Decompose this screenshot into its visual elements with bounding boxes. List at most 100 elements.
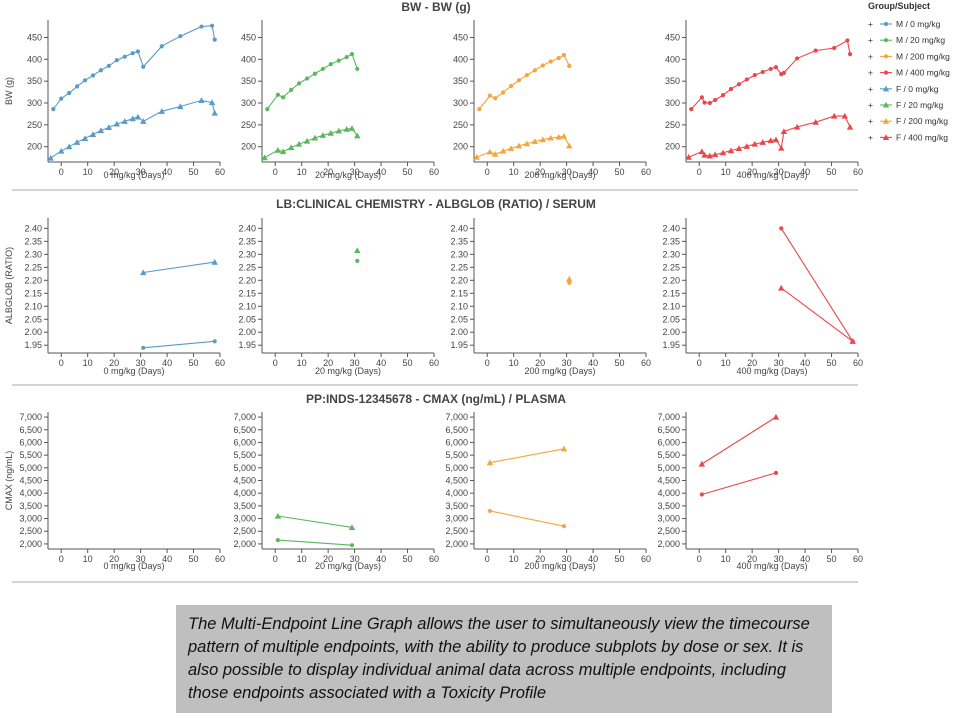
legend-label: F / 200 mg/kg — [896, 116, 948, 126]
data-point-m — [281, 95, 286, 100]
x-tick-label: 20 — [535, 358, 545, 368]
y-tick-label: 4,500 — [233, 476, 256, 486]
data-point-f — [560, 445, 568, 452]
expand-icon: + — [868, 84, 873, 94]
y-tick-label: 400 — [453, 54, 468, 64]
data-point-f — [539, 136, 546, 143]
y-tick-label: 2.05 — [24, 314, 42, 324]
legend-item[interactable]: + M / 20 mg/kg — [868, 35, 945, 45]
y-tick-label: 2.15 — [662, 288, 680, 298]
x-tick-label: 50 — [403, 167, 413, 177]
x-tick-label: 10 — [721, 167, 731, 177]
x-tick-label: 30 — [774, 554, 784, 564]
y-tick-label: 7,000 — [445, 412, 468, 422]
data-point-f — [701, 151, 708, 158]
y-tick-label: 2.40 — [238, 223, 256, 233]
data-point-f — [743, 143, 751, 149]
series-line-f — [701, 416, 777, 465]
x-tick-label: 60 — [429, 358, 439, 368]
series-line-f — [143, 261, 215, 274]
data-point-m — [487, 508, 492, 514]
data-point-m — [760, 69, 765, 75]
x-tick-label: 0 — [59, 358, 64, 368]
y-tick-label: 2.30 — [662, 249, 680, 259]
legend-item[interactable]: + F / 200 mg/kg — [868, 116, 948, 126]
data-point-f — [780, 128, 788, 134]
data-point-f — [279, 148, 287, 155]
data-point-m — [90, 73, 96, 78]
series-line-m — [780, 228, 854, 342]
x-tick-label: 10 — [83, 167, 93, 177]
x-tick-label: 50 — [827, 554, 837, 564]
data-point-f — [515, 142, 523, 149]
legend-item[interactable]: + F / 20 mg/kg — [868, 100, 944, 110]
y-tick-label: 450 — [27, 32, 42, 42]
y-tick-label: 2.00 — [24, 327, 42, 337]
legend-item[interactable]: + M / 0 mg/kg — [868, 19, 941, 29]
panel-2: 200 250 300 350 400 450 0 10 20 30 40 50 60 20 mg/kg … — [241, 20, 439, 180]
series-line-m — [489, 510, 565, 527]
x-tick-label: 50 — [827, 167, 837, 177]
y-tick-label: 2.10 — [238, 301, 256, 311]
y-tick-label: 2.35 — [662, 236, 680, 246]
y-tick-label: 300 — [241, 98, 256, 108]
x-tick-label: 40 — [588, 358, 598, 368]
x-tick-label: 30 — [562, 554, 572, 564]
data-point-m — [713, 97, 718, 103]
x-tick-label: 40 — [588, 167, 598, 177]
y-tick-label: 2,500 — [233, 526, 256, 536]
x-tick-label: 50 — [189, 358, 199, 368]
data-point-f — [560, 133, 568, 139]
y-tick-label: 2.40 — [662, 223, 680, 233]
data-point-m — [106, 63, 111, 68]
y-tick-label: 3,000 — [233, 514, 256, 524]
data-point-f — [767, 137, 774, 144]
caption-box: The Multi-Endpoint Line Graph allows the… — [176, 605, 832, 713]
legend-item[interactable]: + F / 0 mg/kg — [868, 84, 939, 94]
y-tick-label: 3,500 — [233, 501, 256, 511]
x-tick-label: 40 — [376, 358, 386, 368]
y-tick-label: 2.20 — [238, 275, 256, 285]
data-point-f — [772, 413, 780, 420]
x-tick-label: 40 — [376, 167, 386, 177]
y-tick-label: 2,500 — [19, 526, 42, 536]
x-tick-label: 30 — [136, 554, 146, 564]
data-point-m — [699, 95, 704, 100]
data-point-f — [486, 459, 494, 466]
x-tick-label: 40 — [162, 554, 172, 564]
legend-label: M / 20 mg/kg — [896, 35, 945, 45]
data-point-m — [832, 45, 837, 51]
legend-item[interactable]: + F / 400 mg/kg — [868, 132, 948, 142]
series-line-m — [52, 25, 216, 110]
data-point-m — [355, 258, 360, 263]
y-tick-label: 2.40 — [24, 223, 42, 233]
x-tick-label: 20 — [323, 554, 333, 564]
x-tick-label: 0 — [273, 358, 278, 368]
data-point-f — [486, 148, 494, 155]
y-tick-label: 1.95 — [24, 340, 42, 350]
y-tick-label: 450 — [665, 32, 680, 42]
row-title: BW - BW (g) — [401, 0, 470, 14]
data-point-m — [122, 54, 127, 59]
x-axis-label: 400 mg/kg (Days) — [736, 170, 807, 180]
legend-title: Group/Subject — [868, 1, 930, 11]
data-point-f — [841, 112, 848, 119]
x-axis-label: 200 mg/kg (Days) — [524, 366, 595, 376]
data-point-f — [274, 147, 282, 153]
data-point-m — [320, 66, 325, 72]
y-tick-label: 3,500 — [19, 501, 42, 511]
y-tick-label: 2.25 — [662, 262, 680, 272]
x-tick-label: 0 — [697, 554, 702, 564]
data-point-m — [516, 78, 522, 83]
x-tick-label: 40 — [376, 554, 386, 564]
legend-item[interactable]: + M / 200 mg/kg — [868, 51, 950, 61]
legend-item[interactable]: + M / 400 mg/kg — [868, 68, 950, 78]
y-tick-label: 3,000 — [445, 514, 468, 524]
data-point-f — [566, 142, 573, 149]
legend-label: F / 400 mg/kg — [896, 132, 948, 142]
y-tick-label: 3,500 — [445, 501, 468, 511]
data-point-m — [508, 83, 514, 89]
data-point-f — [555, 133, 562, 140]
y-tick-label: 400 — [27, 54, 42, 64]
